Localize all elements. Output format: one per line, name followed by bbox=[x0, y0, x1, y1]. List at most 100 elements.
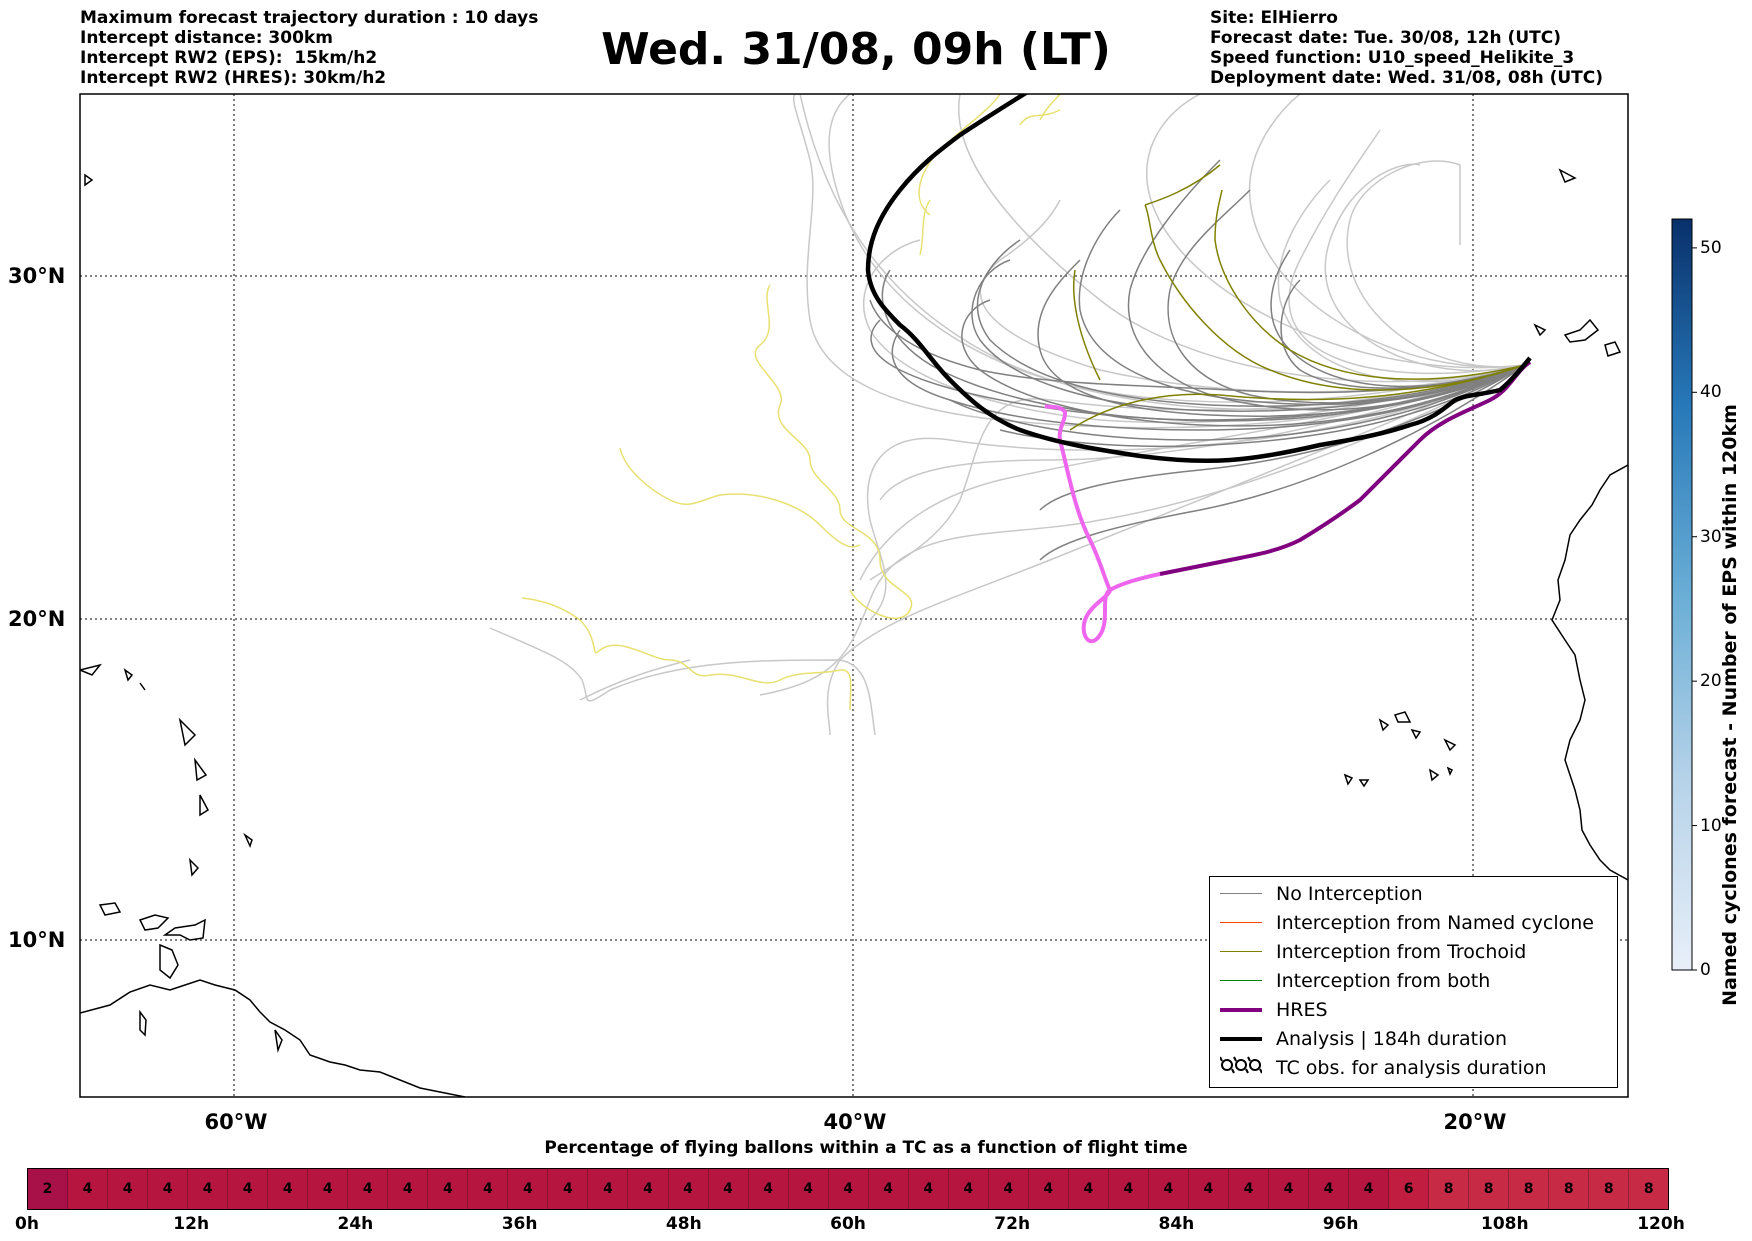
time-tick-label: 120h bbox=[1637, 1214, 1685, 1234]
percentage-cell: 4 bbox=[788, 1169, 829, 1209]
longitude-label-20w: 20°W bbox=[1443, 1110, 1507, 1134]
time-tick-label: 108h bbox=[1481, 1214, 1529, 1234]
percentage-cell: 4 bbox=[908, 1169, 949, 1209]
colorbar-tick-label: 20 bbox=[1700, 671, 1722, 692]
time-tick-label: 48h bbox=[665, 1214, 702, 1234]
percentage-cell: 8 bbox=[1509, 1169, 1550, 1209]
legend-item-no-interception: No Interception bbox=[1220, 879, 1423, 908]
percentage-cell: 4 bbox=[388, 1169, 429, 1209]
header-line-intercept-distance: Intercept distance: 300km bbox=[80, 28, 333, 48]
latitude-label-20n: 20°N bbox=[8, 607, 66, 631]
percentage-cell: 4 bbox=[428, 1169, 469, 1209]
percentage-cell: 6 bbox=[1389, 1169, 1430, 1209]
percentage-cell: 2 bbox=[28, 1169, 69, 1209]
percentage-cell: 4 bbox=[748, 1169, 789, 1209]
percentage-cell: 8 bbox=[1589, 1169, 1630, 1209]
bottom-caption: Percentage of flying ballons within a TC… bbox=[544, 1138, 1188, 1158]
percentage-cell: 4 bbox=[68, 1169, 109, 1209]
legend-label: Analysis | 184h duration bbox=[1276, 1027, 1508, 1050]
percentage-cell: 4 bbox=[948, 1169, 989, 1209]
legend-label: Interception from Named cyclone bbox=[1276, 911, 1594, 934]
header-line-site: Site: ElHierro bbox=[1210, 8, 1338, 28]
legend-swatch bbox=[1220, 1007, 1262, 1012]
percentage-cell: 4 bbox=[508, 1169, 549, 1209]
percentage-cell: 4 bbox=[1228, 1169, 1269, 1209]
percentage-cell: 8 bbox=[1629, 1169, 1669, 1209]
hres-light-track bbox=[1044, 404, 1161, 644]
colorbar bbox=[1671, 218, 1693, 971]
legend: No Interception Interception from Named … bbox=[1209, 876, 1618, 1088]
legend-label: No Interception bbox=[1276, 882, 1423, 905]
percentage-cell: 4 bbox=[108, 1169, 149, 1209]
percentage-cell: 4 bbox=[1188, 1169, 1229, 1209]
percentage-cell: 4 bbox=[148, 1169, 189, 1209]
percentage-cell: 4 bbox=[828, 1169, 869, 1209]
legend-item-analysis: Analysis | 184h duration bbox=[1220, 1024, 1507, 1053]
legend-label: Interception from Trochoid bbox=[1276, 940, 1527, 963]
percentage-cell: 4 bbox=[348, 1169, 389, 1209]
longitude-label-40w: 40°W bbox=[823, 1110, 887, 1134]
cyclone-symbol-icon bbox=[1219, 1055, 1263, 1080]
legend-swatch bbox=[1220, 1036, 1262, 1041]
time-tick-label: 0h bbox=[15, 1214, 39, 1234]
percentage-cell: 4 bbox=[308, 1169, 349, 1209]
percentage-cell: 4 bbox=[468, 1169, 509, 1209]
header-line-forecast-date: Forecast date: Tue. 30/08, 12h (UTC) bbox=[1210, 28, 1561, 48]
title-text: Wed. 31/08, 09h (LT) bbox=[601, 24, 1111, 75]
legend-swatch bbox=[1220, 951, 1262, 952]
header-line-rw2-eps: Intercept RW2 (EPS): 15km/h2 bbox=[80, 48, 378, 68]
legend-item-tc-obs: TC obs. for analysis duration bbox=[1219, 1053, 1547, 1082]
time-tick-label: 72h bbox=[994, 1214, 1031, 1234]
legend-swatch bbox=[1220, 922, 1262, 923]
legend-item-named-cyclone: Interception from Named cyclone bbox=[1220, 908, 1594, 937]
percentage-cell: 4 bbox=[228, 1169, 269, 1209]
percentage-cell: 4 bbox=[1349, 1169, 1390, 1209]
percentage-cell: 4 bbox=[1309, 1169, 1350, 1209]
percentage-cell: 4 bbox=[628, 1169, 669, 1209]
colorbar-tick-label: 30 bbox=[1700, 526, 1722, 547]
colorbar-tick-label: 50 bbox=[1700, 237, 1722, 258]
legend-item-hres: HRES bbox=[1220, 995, 1328, 1024]
percentage-cell: 4 bbox=[1028, 1169, 1069, 1209]
header-line-deployment-date: Deployment date: Wed. 31/08, 08h (UTC) bbox=[1210, 68, 1604, 88]
trochoid-interception-tracks bbox=[1069, 164, 1526, 431]
percentage-cell: 4 bbox=[548, 1169, 589, 1209]
percentage-cell: 8 bbox=[1469, 1169, 1510, 1209]
time-tick-label: 84h bbox=[1158, 1214, 1195, 1234]
percentage-cell: 4 bbox=[708, 1169, 749, 1209]
colorbar-label: Named cyclones forecast - Number of EPS … bbox=[1719, 404, 1741, 1006]
analysis-track bbox=[865, 94, 1532, 464]
percentage-cell: 8 bbox=[1429, 1169, 1470, 1209]
legend-label: Interception from both bbox=[1276, 969, 1491, 992]
time-tick-label: 24h bbox=[337, 1214, 374, 1234]
map-frame bbox=[79, 93, 1629, 1098]
percentage-cell: 4 bbox=[668, 1169, 709, 1209]
time-tick-label: 60h bbox=[830, 1214, 866, 1234]
colorbar-tick-label: 40 bbox=[1700, 382, 1722, 403]
header-line-rw2-hres: Intercept RW2 (HRES): 30km/h2 bbox=[80, 68, 387, 88]
percentage-cell: 4 bbox=[988, 1169, 1029, 1209]
percentage-cell: 4 bbox=[1148, 1169, 1189, 1209]
legend-swatch bbox=[1220, 980, 1262, 981]
percentage-cell: 4 bbox=[1108, 1169, 1149, 1209]
percentage-cell: 4 bbox=[868, 1169, 909, 1209]
eps-trajectories-no-interception bbox=[869, 159, 1526, 561]
legend-swatch bbox=[1220, 893, 1262, 894]
legend-label: TC obs. for analysis duration bbox=[1276, 1056, 1547, 1079]
longitude-label-60w: 60°W bbox=[204, 1110, 268, 1134]
percentage-cell: 4 bbox=[588, 1169, 629, 1209]
percentage-cell: 4 bbox=[268, 1169, 309, 1209]
legend-label: HRES bbox=[1276, 998, 1328, 1021]
header-line-speed-function: Speed function: U10_speed_Helikite_3 bbox=[1210, 48, 1575, 68]
hres-track bbox=[1159, 360, 1532, 576]
time-tick-label: 36h bbox=[501, 1214, 538, 1234]
header-line-max-duration: Maximum forecast trajectory duration : 1… bbox=[80, 8, 539, 28]
eps-trajectories-light bbox=[489, 94, 1526, 736]
colorbar-tick-marks bbox=[1692, 247, 1697, 971]
legend-item-trochoid: Interception from Trochoid bbox=[1220, 937, 1526, 966]
colorbar-tick-label: 0 bbox=[1700, 960, 1711, 980]
time-tick-label: 12h bbox=[173, 1214, 210, 1234]
percentage-cell: 4 bbox=[1268, 1169, 1309, 1209]
